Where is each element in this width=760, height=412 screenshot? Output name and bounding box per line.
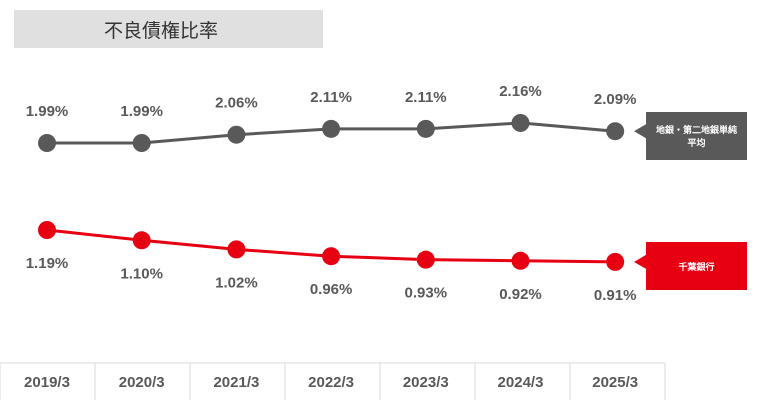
data-label: 1.02% <box>215 274 258 291</box>
x-tick-label: 2024/3 <box>498 374 544 391</box>
data-point <box>227 125 246 144</box>
x-tick-label: 2025/3 <box>592 374 638 391</box>
callout-pointer <box>634 124 646 139</box>
legend-label-regional-average: 地銀・第二地銀単純平均 <box>646 112 747 160</box>
data-label: 1.99% <box>26 103 69 120</box>
data-label: 2.11% <box>405 89 447 106</box>
chart-title: 不良債権比率 <box>14 10 323 48</box>
data-point <box>606 122 625 141</box>
data-label: 0.92% <box>499 286 542 303</box>
x-tick-label: 2023/3 <box>403 374 449 391</box>
x-tick-label: 2021/3 <box>213 374 259 391</box>
data-point <box>132 134 151 152</box>
x-tick-label: 2019/3 <box>24 374 70 391</box>
data-point <box>38 134 56 152</box>
data-label: 2.06% <box>215 95 258 112</box>
x-tick-label: 2020/3 <box>119 374 165 391</box>
data-point <box>606 252 625 271</box>
data-label: 2.09% <box>594 91 637 108</box>
data-label: 0.96% <box>310 281 353 298</box>
data-point <box>416 250 435 269</box>
data-point <box>511 113 530 132</box>
data-label: 0.91% <box>594 287 637 304</box>
data-label: 2.16% <box>499 83 542 100</box>
data-label: 2.11% <box>310 89 352 106</box>
data-point <box>227 240 246 259</box>
x-tick-label: 2022/3 <box>308 374 354 391</box>
data-point <box>38 221 56 239</box>
data-label: 1.19% <box>26 255 69 272</box>
data-label: 0.93% <box>405 285 448 302</box>
data-label: 1.10% <box>120 265 163 282</box>
data-point <box>322 247 341 266</box>
data-point <box>322 119 341 138</box>
data-point <box>416 119 435 138</box>
legend-label-chiba-bank: 千葉銀行 <box>646 242 747 290</box>
data-point <box>511 251 530 270</box>
callout-pointer <box>634 254 646 269</box>
data-point <box>132 231 151 250</box>
data-label: 1.99% <box>120 103 163 120</box>
